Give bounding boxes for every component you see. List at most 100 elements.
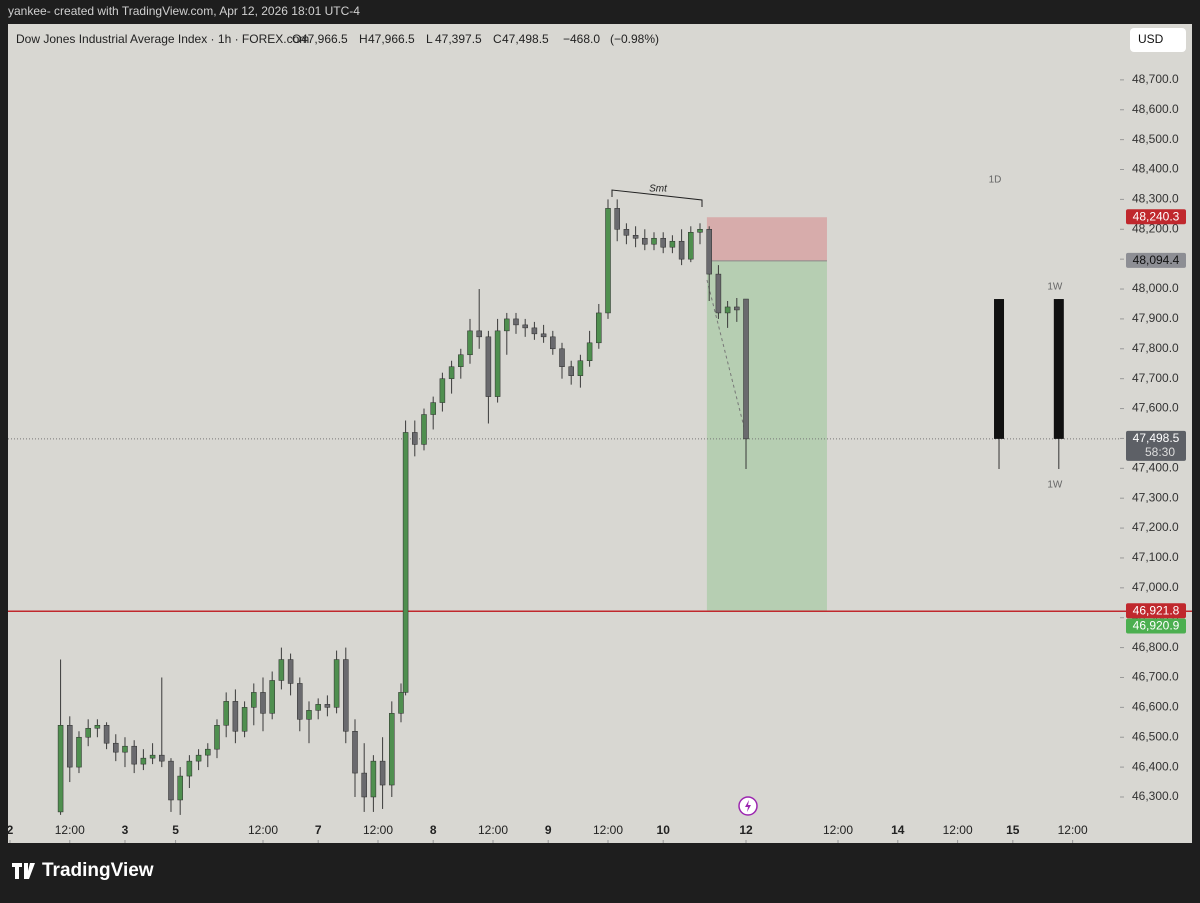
candle-body	[352, 731, 358, 774]
candle-body	[715, 273, 722, 314]
brand: TradingView	[42, 860, 154, 881]
candle-body	[421, 414, 427, 445]
ohlc-value: 47,397.5	[435, 32, 482, 46]
x-tick-label: 2	[7, 823, 14, 837]
candle-body	[306, 710, 312, 720]
candle-body	[398, 692, 404, 714]
price-badge	[1126, 618, 1186, 634]
y-tick-label: 47,200.0	[1132, 520, 1179, 534]
candle-body	[697, 229, 703, 233]
candle-body	[568, 366, 574, 376]
candle-body	[586, 342, 593, 361]
candle-body	[632, 234, 639, 239]
price-badge-label: 48,240.3	[1133, 209, 1180, 223]
stop-zone	[706, 217, 827, 261]
candle-body	[504, 318, 510, 332]
x-tick-label: 10	[657, 823, 671, 837]
htf-label: 1D	[989, 175, 1002, 186]
y-tick-label: 47,700.0	[1132, 371, 1179, 385]
y-tick-label: 47,400.0	[1132, 460, 1179, 474]
candle-body	[122, 745, 128, 753]
candle-body	[140, 757, 147, 765]
y-tick-label: 48,200.0	[1132, 221, 1179, 235]
candle-body	[402, 432, 409, 693]
x-tick-label: 12:00	[1058, 823, 1088, 837]
candle-body	[485, 336, 492, 397]
price-badge-label: 48,094.4	[1133, 253, 1180, 267]
candle-body	[232, 701, 239, 732]
ohlc-key: O	[292, 32, 301, 46]
lightning-icon[interactable]	[738, 796, 758, 816]
y-tick-label: 47,800.0	[1132, 341, 1179, 355]
y-tick-label: 48,700.0	[1132, 72, 1179, 86]
candle-body	[251, 692, 257, 708]
change-pct: (−0.98%)	[610, 32, 659, 46]
candle-body	[430, 402, 436, 415]
candle-body	[706, 229, 712, 275]
y-tick-label: 46,800.0	[1132, 640, 1179, 654]
y-tick-label: 47,600.0	[1132, 401, 1179, 415]
x-tick-label: 5	[172, 823, 179, 837]
y-tick-label: 46,400.0	[1132, 759, 1179, 773]
projection	[706, 279, 747, 436]
candle-body	[458, 354, 464, 367]
y-tick-label: 46,500.0	[1132, 729, 1179, 743]
ohlc-value: 47,498.5	[502, 32, 549, 46]
candle-body	[448, 366, 455, 379]
candle-body	[333, 659, 340, 708]
candle-body	[660, 237, 666, 248]
candle-body	[678, 240, 685, 260]
htf-label: 1W	[1047, 480, 1063, 491]
candle-body	[467, 330, 473, 356]
price-badge-label: 46,920.9	[1133, 619, 1180, 633]
candle-body	[85, 728, 91, 738]
x-tick-label: 9	[545, 823, 552, 837]
x-tick-label: 12	[739, 823, 753, 837]
candle-body	[131, 745, 137, 765]
candle-body	[159, 754, 165, 762]
candle-body	[149, 754, 156, 759]
candle-body	[605, 208, 611, 314]
x-tick-label: 15	[1006, 823, 1020, 837]
x-tick-label: 12:00	[248, 823, 278, 837]
y-tick-label: 48,600.0	[1132, 102, 1179, 116]
currency-button[interactable]	[1130, 28, 1186, 52]
smt-label: Smt	[649, 184, 668, 195]
candle-body	[241, 707, 248, 732]
y-tick-label: 48,500.0	[1132, 132, 1179, 146]
chart-background	[8, 24, 1192, 843]
countdown: 58:30	[1145, 445, 1175, 459]
ohlc-key: C	[493, 32, 502, 46]
candle-body	[494, 330, 501, 397]
candle-body	[186, 760, 193, 777]
currency[interactable]: USD	[1138, 32, 1164, 46]
x-tick-label: 14	[891, 823, 905, 837]
candle-body	[297, 683, 303, 720]
x-tick-label: 12:00	[943, 823, 973, 837]
y-tick-label: 47,300.0	[1132, 490, 1179, 504]
x-tick-label: 12:00	[55, 823, 85, 837]
candle-body	[205, 748, 211, 756]
candle-body	[269, 680, 275, 714]
candle-body	[743, 298, 749, 440]
y-tick-label: 48,400.0	[1132, 162, 1179, 176]
y-tick-label: 48,300.0	[1132, 192, 1179, 206]
candle-body	[260, 692, 266, 714]
candle-body	[596, 312, 602, 344]
symbol-title: Dow Jones Industrial Average Index · 1h …	[16, 32, 309, 46]
y-tick-label: 46,700.0	[1132, 670, 1179, 684]
price-badge-label: 47,498.5	[1133, 431, 1180, 445]
y-tick-label: 48,000.0	[1132, 281, 1179, 295]
candle-body	[343, 659, 349, 732]
price-badge	[1126, 209, 1186, 225]
candle-body	[379, 760, 386, 786]
candle-body	[651, 237, 657, 245]
candle-body	[623, 229, 630, 236]
candle-body	[389, 713, 395, 786]
candle-body	[177, 775, 183, 801]
top-note: yankee- created with TradingView.com, Ap…	[8, 4, 360, 18]
candle-body	[412, 432, 418, 445]
candle-body	[195, 754, 202, 762]
htf-body	[1053, 299, 1064, 439]
